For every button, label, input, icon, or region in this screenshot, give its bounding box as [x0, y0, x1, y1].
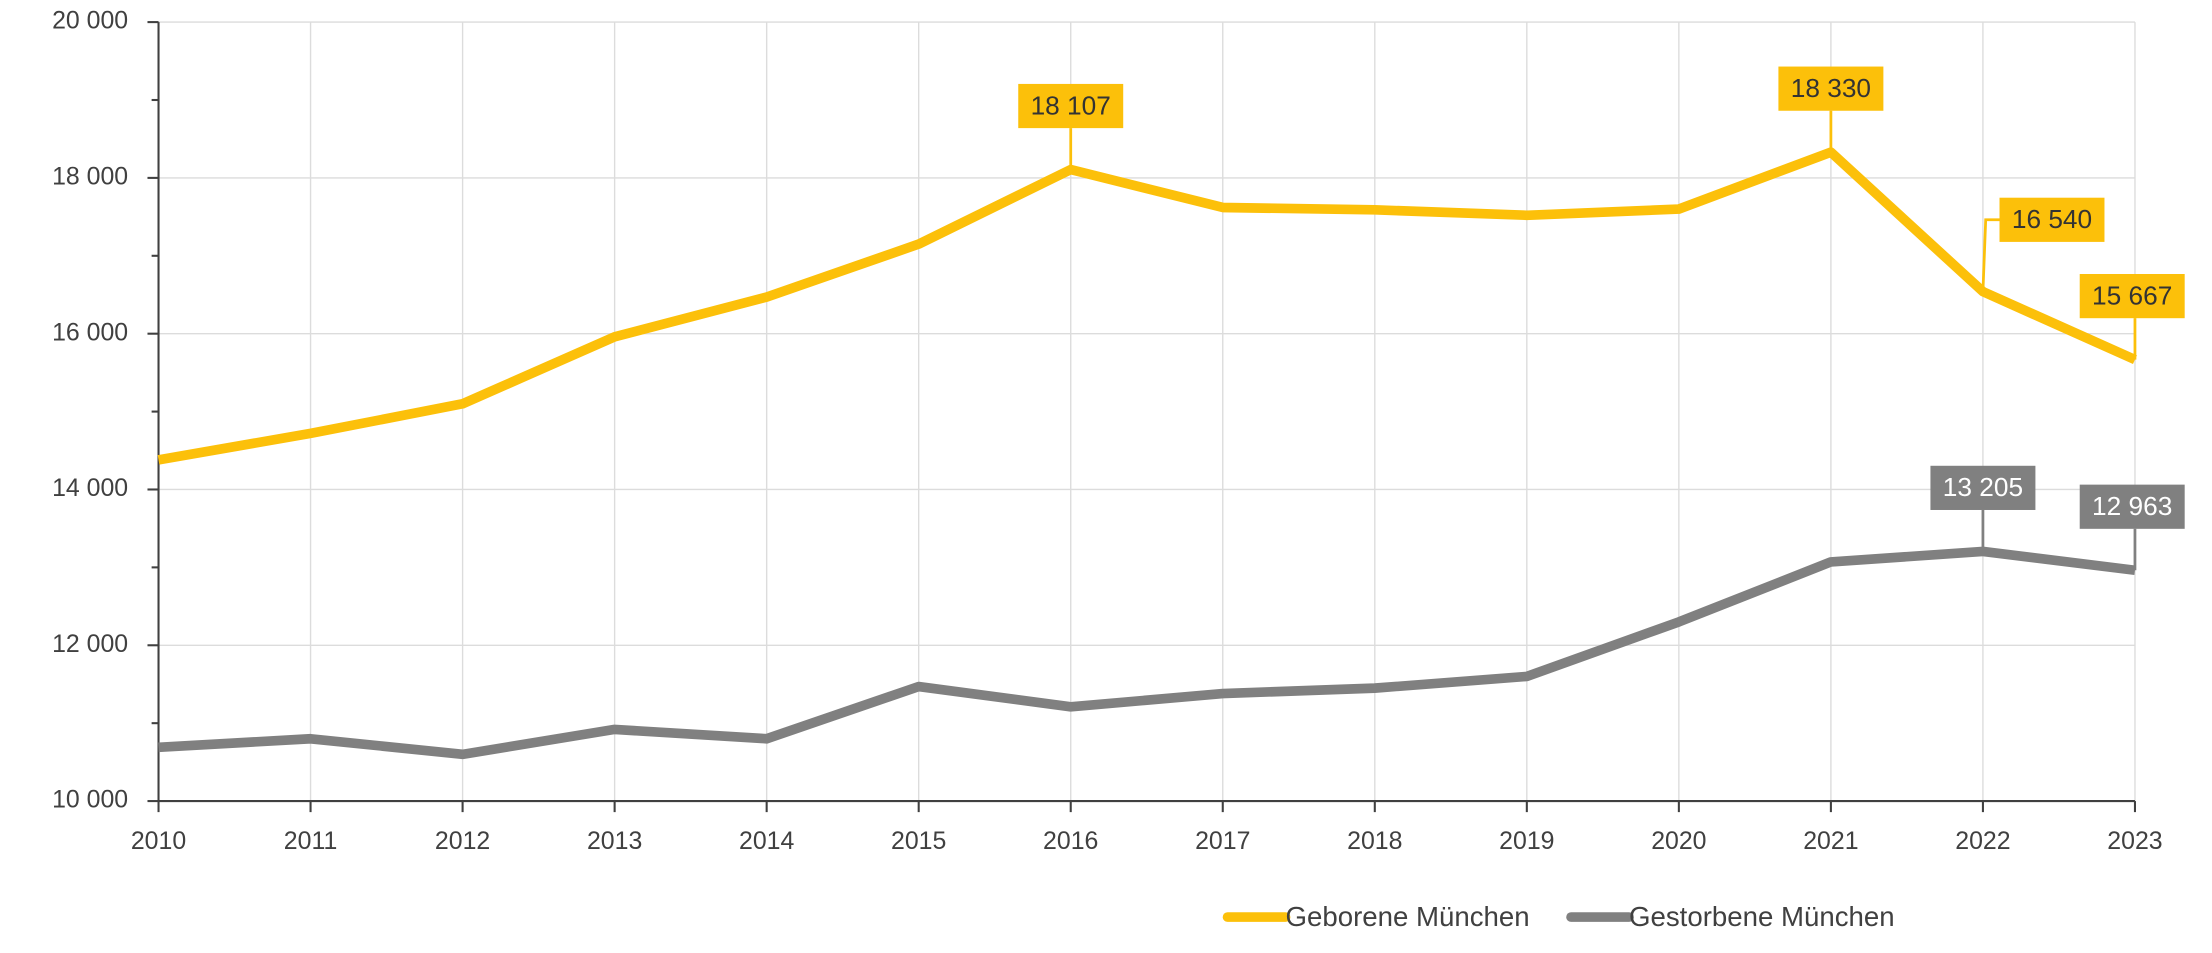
data-label: 16 540 — [1981, 197, 2105, 292]
data-label: 12 963 — [2079, 484, 2185, 571]
data-label: 18 330 — [1778, 66, 1884, 153]
label-box — [1778, 66, 1884, 111]
series-line — [157, 147, 2137, 465]
data-label-text: 16 540 — [2012, 204, 2092, 234]
label-box — [2079, 273, 2185, 319]
data-label-text: 12 963 — [2092, 491, 2172, 521]
y-tick-label: 18 000 — [52, 162, 128, 190]
x-tick-label: 2012 — [435, 827, 490, 855]
data-label-text: 18 330 — [1791, 73, 1871, 103]
series-line — [158, 546, 2136, 760]
x-tick-label: 2023 — [2107, 827, 2162, 855]
y-tick-label: 14 000 — [52, 474, 128, 502]
x-tick-label: 2011 — [284, 827, 337, 855]
legend-label: Gestorbene München — [1629, 901, 1895, 932]
y-tick-label: 10 000 — [52, 786, 128, 814]
data-label-text: 13 205 — [1943, 472, 2023, 502]
x-tick-label: 2021 — [1803, 827, 1858, 855]
x-tick-label: 2014 — [739, 827, 794, 855]
x-tick-label: 2018 — [1347, 827, 1402, 855]
x-tick-label: 2010 — [131, 827, 186, 855]
x-tick-label: 2013 — [587, 827, 642, 855]
label-box — [1018, 83, 1124, 129]
label-box — [2079, 484, 2185, 529]
label-box — [1930, 465, 2036, 510]
data-label: 15 667 — [2079, 273, 2185, 360]
x-tick-label: 2019 — [1499, 827, 1554, 855]
data-label-text: 18 107 — [1031, 90, 1111, 120]
data-label: 18 107 — [1018, 83, 1124, 170]
y-tick-label: 12 000 — [52, 630, 128, 658]
data-label: 13 205 — [1930, 465, 2036, 552]
y-tick-label: 16 000 — [52, 318, 128, 346]
label-leader — [1981, 218, 2000, 292]
legend-label: Geborene München — [1286, 901, 1530, 932]
label-box — [1999, 197, 2105, 242]
x-tick-label: 2022 — [1955, 827, 2010, 855]
data-label-text: 15 667 — [2092, 280, 2172, 310]
x-tick-label: 2017 — [1195, 827, 1250, 855]
x-tick-label: 2016 — [1043, 827, 1098, 855]
x-tick-label: 2015 — [891, 827, 946, 855]
y-tick-label: 20 000 — [52, 7, 128, 35]
x-tick-label: 2020 — [1651, 827, 1706, 855]
